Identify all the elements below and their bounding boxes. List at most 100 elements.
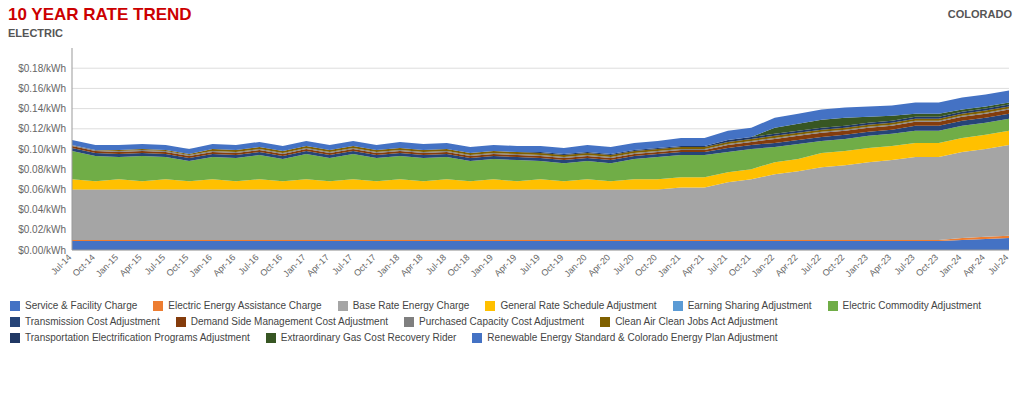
legend-label: Extraordinary Gas Cost Recovery Rider xyxy=(281,332,457,343)
x-tick-label: Jul-19 xyxy=(518,252,542,276)
x-tick-label: Apr-23 xyxy=(867,252,893,278)
x-tick-label: Jan-20 xyxy=(562,252,589,279)
legend-label: Earning Sharing Adjustment xyxy=(688,300,812,311)
x-tick-label: Oct-18 xyxy=(445,252,471,278)
legend-item: Renewable Energy Standard & Colorado Ene… xyxy=(472,332,777,343)
x-tick-label: Jul-15 xyxy=(143,252,167,276)
x-tick-label: Apr-15 xyxy=(118,252,144,278)
legend-item: Clean Air Clean Jobs Act Adjustment xyxy=(600,316,777,327)
x-tick-label: Jan-18 xyxy=(375,252,402,279)
legend-label: Purchased Capacity Cost Adjustment xyxy=(419,316,584,327)
y-tick-label: $0.08/kWh xyxy=(18,164,66,175)
x-tick-label: Jan-16 xyxy=(187,252,214,279)
y-tick-label: $0.06/kWh xyxy=(18,184,66,195)
legend-label: Transportation Electrification Programs … xyxy=(25,332,250,343)
x-tick-label: Oct-15 xyxy=(164,252,190,278)
x-tick-label: Apr-24 xyxy=(961,252,987,278)
legend-item: Electric Energy Assistance Charge xyxy=(153,300,321,311)
y-tick-label: $0.16/kWh xyxy=(18,83,66,94)
legend-swatch xyxy=(828,301,838,311)
subtitle: ELECTRIC xyxy=(8,27,63,39)
legend-label: Electric Commodity Adjustment xyxy=(843,300,981,311)
x-tick-label: Oct-19 xyxy=(539,252,565,278)
legend-item: Service & Facility Charge xyxy=(10,300,137,311)
x-tick-label: Jan-22 xyxy=(750,252,777,279)
x-tick-label: Jul-14 xyxy=(49,252,73,276)
legend-label: Base Rate Energy Charge xyxy=(353,300,470,311)
x-tick-label: Jan-21 xyxy=(656,252,683,279)
y-tick-label: $0.04/kWh xyxy=(18,204,66,215)
x-tick-label: Oct-22 xyxy=(820,252,846,278)
legend-label: Electric Energy Assistance Charge xyxy=(168,300,321,311)
legend-label: General Rate Schedule Adjustment xyxy=(500,300,656,311)
x-tick-label: Apr-19 xyxy=(492,252,518,278)
x-tick-label: Jul-17 xyxy=(330,252,354,276)
legend-swatch xyxy=(404,317,414,327)
legend-item: Transmission Cost Adjustment xyxy=(10,316,160,327)
x-tick-label: Jul-23 xyxy=(892,252,916,276)
legend-swatch xyxy=(10,317,20,327)
x-tick-label: Apr-21 xyxy=(680,252,706,278)
legend-label: Demand Side Management Cost Adjustment xyxy=(191,316,388,327)
annotation: COLORADO xyxy=(948,8,1013,20)
legend-swatch xyxy=(176,317,186,327)
x-tick-label: Oct-21 xyxy=(727,252,753,278)
x-tick-label: Jan-15 xyxy=(94,252,121,279)
x-tick-label: Oct-23 xyxy=(914,252,940,278)
x-tick-label: Oct-20 xyxy=(633,252,659,278)
x-tick-label: Jan-24 xyxy=(937,252,964,279)
x-tick-label: Apr-16 xyxy=(211,252,237,278)
x-tick-label: Oct-14 xyxy=(71,252,97,278)
areas xyxy=(72,90,1009,250)
legend-item: Base Rate Energy Charge xyxy=(338,300,470,311)
x-tick-label: Apr-22 xyxy=(773,252,799,278)
legend-swatch xyxy=(485,301,495,311)
x-axis-line xyxy=(72,250,1009,251)
y-tick-label: $0.18/kWh xyxy=(18,63,66,74)
legend: Service & Facility Charge Electric Energy… xyxy=(10,300,1014,343)
y-tick-label: $0.02/kWh xyxy=(18,224,66,235)
legend-swatch xyxy=(673,301,683,311)
legend-item: Earning Sharing Adjustment xyxy=(673,300,812,311)
y-axis-line xyxy=(72,48,73,250)
legend-swatch xyxy=(472,333,482,343)
x-tick-label: Jul-22 xyxy=(799,252,823,276)
legend-swatch xyxy=(338,301,348,311)
x-tick-label: Jul-21 xyxy=(705,252,729,276)
y-tick-label: $0.00/kWh xyxy=(18,245,66,256)
x-tick-label: Jul-20 xyxy=(611,252,635,276)
y-tick-label: $0.12/kWh xyxy=(18,123,66,134)
x-tick-label: Apr-18 xyxy=(399,252,425,278)
x-tick-label: Jan-23 xyxy=(843,252,870,279)
y-tick-label: $0.14/kWh xyxy=(18,103,66,114)
x-tick-label: Jul-18 xyxy=(424,252,448,276)
legend-swatch xyxy=(266,333,276,343)
y-tick-label: $0.10/kWh xyxy=(18,144,66,155)
legend-swatch xyxy=(10,333,20,343)
legend-label: Transmission Cost Adjustment xyxy=(25,316,160,327)
legend-label: Clean Air Clean Jobs Act Adjustment xyxy=(615,316,777,327)
area xyxy=(72,90,1009,154)
x-tick-label: Jan-19 xyxy=(469,252,496,279)
x-tick-label: Oct-16 xyxy=(258,252,284,278)
grid-line xyxy=(72,250,1009,251)
x-tick-label: Apr-20 xyxy=(586,252,612,278)
x-tick-label: Jan-17 xyxy=(281,252,308,279)
legend-item: Demand Side Management Cost Adjustment xyxy=(176,316,388,327)
legend-item: Purchased Capacity Cost Adjustment xyxy=(404,316,584,327)
x-tick-label: Apr-17 xyxy=(305,252,331,278)
legend-item: Extraordinary Gas Cost Recovery Rider xyxy=(266,332,457,343)
x-tick-label: Jul-24 xyxy=(986,252,1010,276)
legend-swatch xyxy=(153,301,163,311)
title: 10 YEAR RATE TREND xyxy=(8,5,192,24)
legend-item: Transportation Electrification Programs … xyxy=(10,332,250,343)
x-tick-label: Oct-17 xyxy=(352,252,378,278)
grid-line xyxy=(72,68,1009,69)
legend-swatch xyxy=(600,317,610,327)
legend-item: General Rate Schedule Adjustment xyxy=(485,300,656,311)
x-tick-label: Jul-16 xyxy=(236,252,260,276)
legend-label: Renewable Energy Standard & Colorado Ene… xyxy=(487,332,777,343)
legend-label: Service & Facility Charge xyxy=(25,300,137,311)
legend-item: Electric Commodity Adjustment xyxy=(828,300,981,311)
legend-swatch xyxy=(10,301,20,311)
